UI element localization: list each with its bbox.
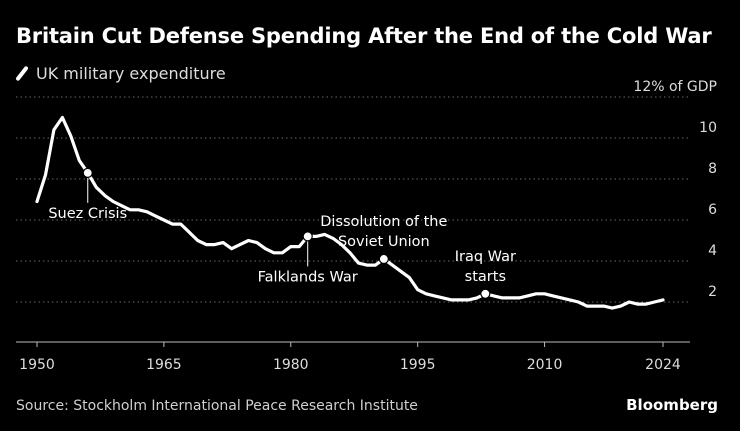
annotation-marker-3 xyxy=(480,288,491,299)
legend: UK military expenditure xyxy=(15,64,226,83)
y-tick-label-4: 4 xyxy=(708,243,717,259)
x-axis: 1950 1965 1980 1995 2010 2024 xyxy=(16,341,690,373)
y-tick-label-6: 6 xyxy=(708,202,717,218)
y-tick-label-12: 12% of GDP xyxy=(633,79,717,95)
x-tick-label-2010: 2010 xyxy=(527,357,563,373)
y-tick-label-2: 2 xyxy=(708,284,717,300)
x-tick-label-1950: 1950 xyxy=(19,357,55,373)
legend-label: UK military expenditure xyxy=(36,64,226,83)
annotation-label-3-0: Iraq War xyxy=(455,249,516,265)
annotation-marker-1 xyxy=(302,231,313,242)
annotation-label-0-0: Suez Crisis xyxy=(48,206,127,222)
x-tick-label-1980: 1980 xyxy=(273,357,309,373)
annotation-label-3-1: starts xyxy=(465,269,506,285)
annotation-label-2-0: Dissolution of the xyxy=(320,214,447,230)
y-tick-label-10: 10 xyxy=(699,120,717,136)
bloomberg-logo: Bloomberg xyxy=(626,396,718,414)
chart-title: Britain Cut Defense Spending After the E… xyxy=(16,24,712,48)
y-axis: 12% of GDP 10 8 6 4 2 xyxy=(633,79,717,300)
annotation-label-1-0: Falklands War xyxy=(258,269,358,285)
x-tick-label-2024: 2024 xyxy=(645,357,681,373)
series-line-0 xyxy=(35,115,665,310)
annotations: Suez Crisis Falklands War Dissolution of t… xyxy=(48,167,516,299)
x-tick-label-1995: 1995 xyxy=(400,357,436,373)
source-note: Source: Stockholm International Peace Re… xyxy=(16,398,418,414)
annotation-marker-2 xyxy=(378,253,389,265)
x-tick-label-1965: 1965 xyxy=(146,357,182,373)
annotation-label-2-1: Soviet Union xyxy=(338,234,430,250)
series-uk-military-expenditure xyxy=(35,115,665,310)
annotation-marker-0 xyxy=(82,167,93,178)
y-tick-label-8: 8 xyxy=(708,161,717,177)
